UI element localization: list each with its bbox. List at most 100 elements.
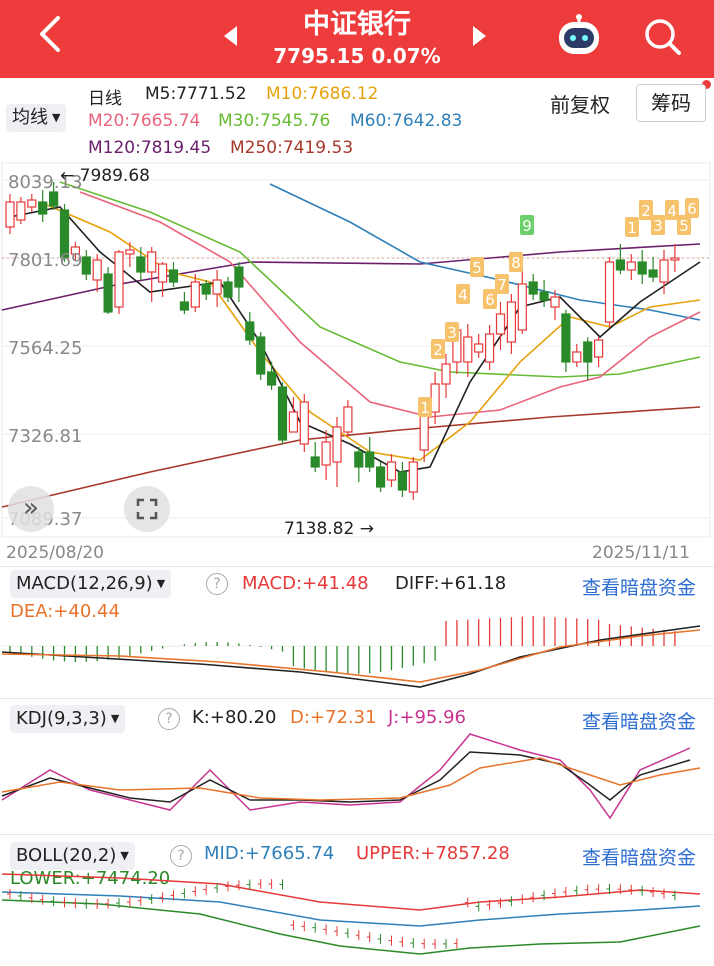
date-start: 2025/08/20: [6, 543, 104, 563]
candle-body: [158, 263, 168, 283]
candle-body: [201, 283, 211, 295]
td-marker-label: 2: [641, 202, 651, 220]
td-marker-bg: [651, 215, 665, 235]
candle-body: [528, 281, 538, 295]
candle-body: [550, 296, 560, 308]
td-marker-label: 6: [687, 200, 697, 218]
y-tick-2: 7801.69: [8, 250, 83, 271]
td-marker-label: 5: [472, 259, 482, 277]
candle-body: [16, 201, 26, 221]
candle-body: [430, 383, 440, 413]
td-marker-bg: [685, 198, 699, 218]
candle-body: [441, 363, 451, 385]
fullscreen-button[interactable]: [124, 486, 170, 532]
ma120-value: M120:7819.45: [88, 138, 212, 158]
dark-fund-link[interactable]: 查看暗盘资金: [581, 847, 696, 869]
candle-body: [485, 333, 495, 363]
y-tick-3: 7564.25: [8, 338, 83, 359]
candle-body: [288, 411, 298, 433]
candle-body: [179, 301, 189, 311]
current-price: 7795.15: [273, 44, 365, 68]
dark-fund-link[interactable]: 查看暗盘资金: [581, 711, 696, 733]
candle-body: [81, 256, 91, 275]
price-line: 7795.15 0.07%: [0, 44, 714, 68]
ma-select-label: 均线: [12, 107, 48, 128]
td-marker-label: 9: [522, 217, 532, 235]
expand-button[interactable]: »: [8, 486, 54, 532]
td-marker-label: 4: [667, 202, 677, 220]
chips-button[interactable]: 筹码: [636, 84, 706, 122]
help-icon[interactable]: ?: [158, 708, 180, 730]
mid-value: MID:+7665.74: [204, 843, 335, 864]
candle-body: [659, 259, 669, 283]
prev-icon[interactable]: [222, 25, 240, 51]
divider: [0, 698, 714, 699]
help-icon[interactable]: ?: [170, 845, 192, 867]
k-value: K:+80.20: [192, 707, 277, 728]
d-value: D:+72.31: [290, 707, 377, 728]
candle-body: [648, 269, 658, 278]
candle-body: [572, 351, 582, 363]
kdj-select-label: KDJ(9,3,3): [16, 708, 107, 729]
ma20-value: M20:7665.74: [88, 111, 201, 131]
td-marker-label: 6: [485, 291, 495, 309]
chart-frame: [1, 162, 711, 538]
back-icon[interactable]: [36, 14, 66, 58]
search-icon[interactable]: [642, 16, 682, 60]
dea-line: [1, 629, 701, 683]
macd-select[interactable]: MACD(12,26,9) ▼: [10, 570, 172, 598]
td-marker-label: 7: [497, 276, 507, 294]
ma-select[interactable]: 均线 ▼: [6, 104, 67, 132]
help-icon[interactable]: ?: [206, 573, 228, 595]
j-line: [1, 733, 691, 820]
candle-body: [354, 451, 364, 468]
kdj-select[interactable]: KDJ(9,3,3) ▼: [10, 705, 126, 733]
candle-body: [397, 471, 407, 491]
candle-body: [386, 461, 397, 481]
candle-body: [408, 461, 418, 493]
fullscreen-icon: [136, 498, 158, 520]
j-value: J:+95.96: [388, 707, 466, 728]
arrow-right-icon: →: [359, 519, 374, 539]
candle-body: [593, 339, 604, 358]
ma10-line: [39, 201, 701, 461]
td-marker-bg: [470, 257, 484, 277]
robot-icon[interactable]: [556, 14, 602, 62]
mid-line: [1, 891, 701, 927]
low-annotation: 7138.82 →: [284, 519, 374, 539]
td-marker-bg: [431, 339, 445, 359]
chevron-down-icon: ▼: [110, 712, 120, 725]
candle-body: [256, 336, 266, 375]
boll-select-label: BOLL(20,2): [16, 845, 117, 866]
td-marker-label: 1: [420, 399, 430, 417]
chevron-down-icon: ▼: [156, 577, 166, 590]
candle-body: [463, 336, 473, 363]
change-percent: 0.07%: [371, 44, 441, 68]
low-value: 7138.82: [284, 519, 355, 539]
candle-body: [125, 249, 135, 255]
ma250-line: [1, 406, 701, 508]
fq-toggle[interactable]: 前复权: [550, 93, 610, 117]
td-marker-label: 3: [447, 324, 457, 342]
next-icon[interactable]: [470, 25, 488, 51]
boll-header: BOLL(20,2) ▼ ? MID:+7665.74 UPPER:+7857.2…: [0, 840, 714, 874]
td-marker-bg: [418, 397, 432, 417]
td-marker-bg: [483, 289, 497, 309]
candle-body: [561, 313, 571, 363]
dark-fund-link[interactable]: 查看暗盘资金: [581, 577, 696, 599]
dea-value: DEA:+40.44: [10, 601, 120, 622]
candle-body: [114, 251, 124, 308]
ma30-line: [59, 181, 701, 378]
candle-body: [310, 456, 320, 468]
candle-body: [245, 321, 255, 341]
candle-body: [103, 273, 113, 313]
y-tick-1: 8039.13: [8, 172, 83, 193]
boll-select[interactable]: BOLL(20,2) ▼: [10, 842, 135, 870]
d-line: [1, 757, 701, 801]
candle-body: [321, 441, 331, 466]
diff-value: DIFF:+61.18: [395, 573, 507, 594]
candle-body: [59, 209, 70, 258]
period-label[interactable]: 日线: [88, 89, 122, 109]
macd-select-label: MACD(12,26,9): [16, 573, 153, 594]
